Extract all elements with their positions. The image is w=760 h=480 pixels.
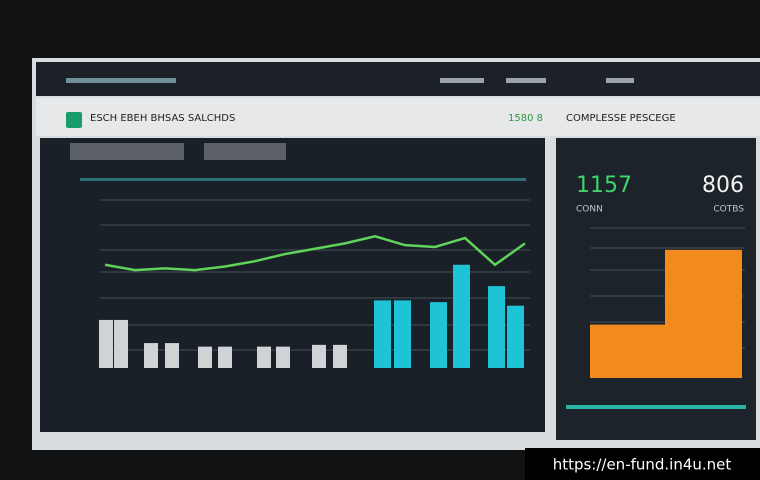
bar [165,343,179,368]
bar [507,305,524,368]
kpi-value: 1157 [576,173,632,198]
bar [590,324,665,378]
bar [665,249,742,378]
panel-value: 1580 8 [508,113,543,124]
header-strip [36,98,760,136]
watermark-box [525,448,760,480]
trend-line [104,234,526,272]
bar [374,300,391,368]
bar [488,286,505,368]
bar [198,346,212,368]
bar [333,344,347,368]
watermark: https://en-fund.in4u.net [553,456,732,474]
bar [430,302,447,368]
kpi-label: CONN [576,205,603,215]
bar [312,344,326,368]
bar [394,300,411,368]
menu-item[interactable] [506,78,546,83]
bar [114,319,128,368]
kpi-value: 806 [702,173,744,198]
legend-strip [80,178,526,181]
bar [276,346,290,368]
app-icon [66,112,82,128]
bar [453,264,470,368]
menu-item[interactable] [440,78,484,83]
bar [218,346,232,368]
kpi-label: COTBS [713,205,744,215]
progress-strip [566,405,746,409]
side-title: COMPLESSE PESCEGE [566,113,676,124]
panel-title: ESCH EBEH BHSAS SALCHDS [90,113,235,124]
select[interactable] [204,143,286,160]
bar [144,343,158,368]
menu-item[interactable] [606,78,634,83]
bar [99,319,113,368]
select[interactable] [70,143,184,160]
bar [257,346,271,368]
brand [66,78,176,83]
